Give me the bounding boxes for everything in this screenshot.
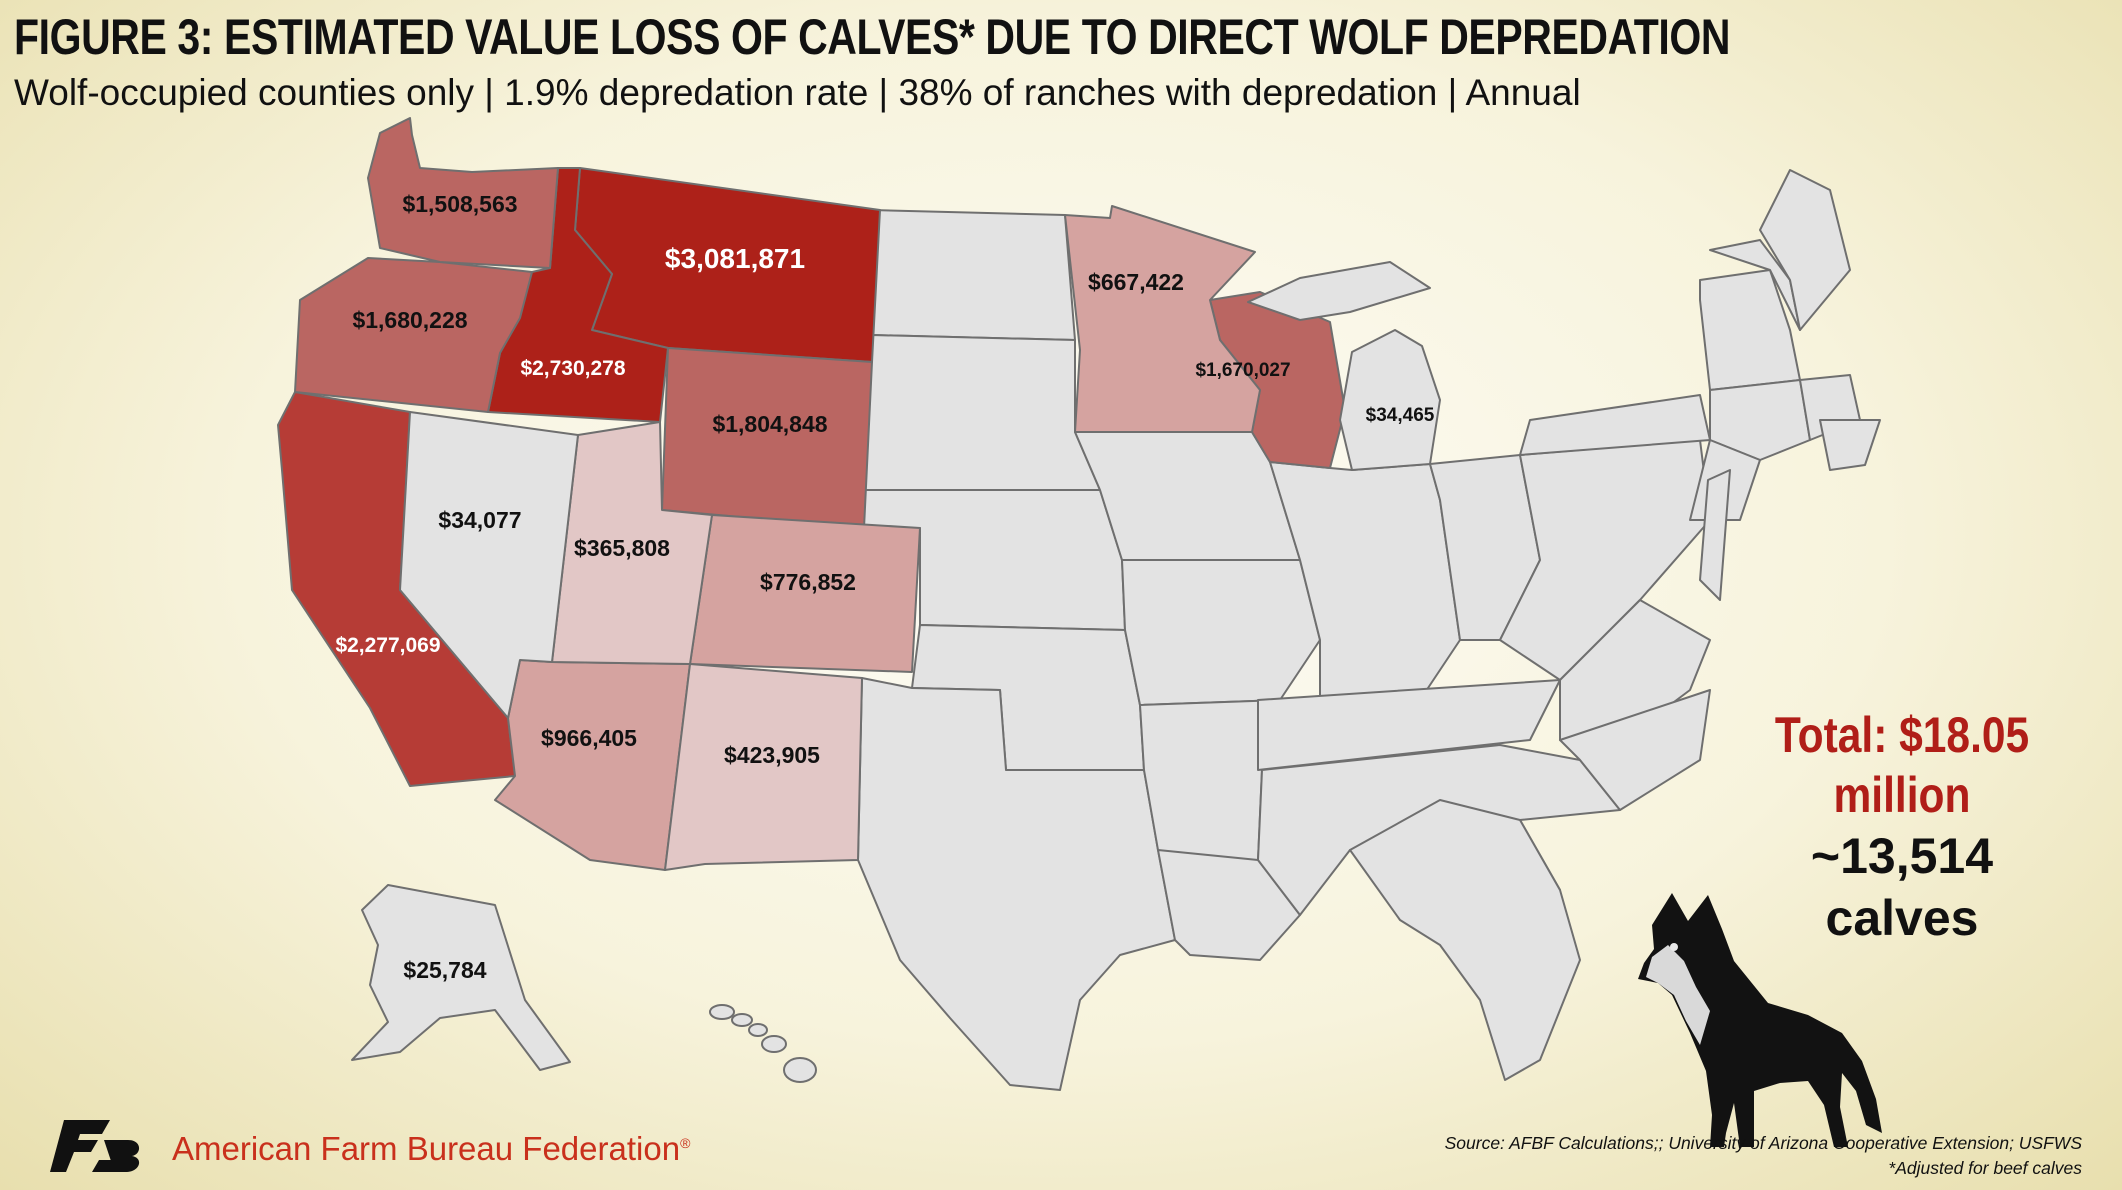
state-shape-nevada <box>399 411 579 719</box>
state-shape-no-value <box>1699 469 1731 601</box>
state-shape-hawaii-island <box>709 1004 735 1020</box>
figure-title: FIGURE 3: ESTIMATED VALUE LOSS OF CALVES… <box>14 9 1731 65</box>
state-shape-no-value <box>1559 689 1711 811</box>
state-shape-alaska <box>351 884 571 1071</box>
state-shape-michigan <box>1339 329 1441 471</box>
value-label-california: $2,277,069 <box>335 634 440 657</box>
total-amount: Total: $18.05 million <box>1774 707 2030 823</box>
value-label-oregon: $1,680,228 <box>352 307 467 333</box>
state-shape-minnesota <box>1064 205 1261 433</box>
source-text: Source: AFBF Calculations;; University o… <box>1444 1133 2082 1153</box>
registered-mark: ® <box>680 1135 691 1151</box>
state-shape-arizona <box>494 659 691 871</box>
state-shape-hawaii-island <box>748 1023 768 1037</box>
value-label-wisconsin: $1,670,027 <box>1195 360 1290 381</box>
value-label-colorado: $776,852 <box>760 569 856 595</box>
value-label-idaho: $2,730,278 <box>520 357 625 380</box>
value-label-washington: $1,508,563 <box>402 191 517 217</box>
source-note: Source: AFBF Calculations;; University o… <box>1445 1131 2082 1181</box>
value-label-new-mexico: $423,905 <box>724 742 820 768</box>
state-shape-new-mexico <box>664 663 863 871</box>
value-label-michigan: $34,465 <box>1366 405 1435 426</box>
footnote-text: *Adjusted for beef calves <box>1888 1158 2082 1178</box>
state-shape-no-value <box>871 209 1076 341</box>
value-label-minnesota: $667,422 <box>1088 269 1184 295</box>
state-shape-no-value <box>1121 559 1321 706</box>
state-shape-hawaii-island <box>761 1035 787 1053</box>
state-shape-no-value <box>1709 379 1811 461</box>
state-shape-no-value <box>863 334 1101 491</box>
state-shape-idaho <box>487 167 669 423</box>
org-name-text: American Farm Bureau Federation <box>172 1130 681 1167</box>
value-labels: $3,081,871 $2,730,278 $2,277,069 $1,804,848… <box>335 191 1434 983</box>
state-shape-wyoming <box>661 347 873 529</box>
value-label-wyoming: $1,804,848 <box>712 411 827 437</box>
state-shape-no-value <box>857 677 1176 1091</box>
state-shape-washington <box>367 117 559 269</box>
state-shape-no-value <box>1819 419 1881 471</box>
value-label-utah: $365,808 <box>574 535 670 561</box>
state-shape-hawaii-island <box>731 1013 753 1027</box>
total-summary: Total: $18.05 million ~13,514 calves <box>1732 705 2072 949</box>
value-label-alaska: $25,784 <box>403 957 486 983</box>
fb-logo-icon <box>50 1120 140 1172</box>
state-shape-no-value <box>1349 799 1581 1081</box>
state-shape-hawaii-island <box>783 1057 817 1083</box>
figure-subtitle: Wolf-occupied counties only | 1.9% depre… <box>14 72 1581 113</box>
wolf-icon <box>1638 893 1882 1147</box>
value-label-montana: $3,081,871 <box>665 243 805 274</box>
org-name: American Farm Bureau Federation® <box>172 1130 690 1168</box>
state-shape-oregon <box>294 257 533 413</box>
total-calves: ~13,514 calves <box>1810 828 1994 946</box>
state-shape-no-value <box>1257 679 1561 771</box>
state-shape-michigan <box>1247 261 1431 321</box>
value-label-arizona: $966,405 <box>541 725 637 751</box>
state-shapes <box>277 117 1881 1091</box>
state-shape-no-value <box>1759 169 1851 331</box>
value-label-nevada: $34,077 <box>438 507 521 533</box>
